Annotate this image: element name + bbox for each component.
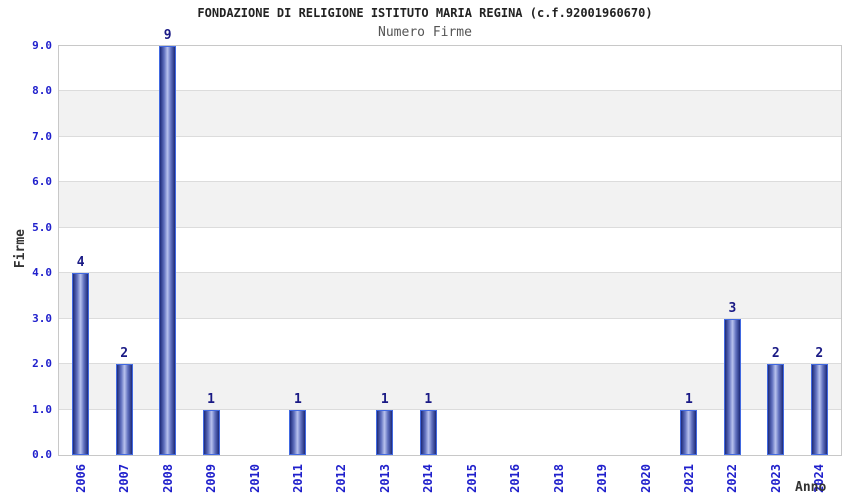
bar-value-label: 9 [163,28,172,43]
bar [159,46,177,455]
bar [680,409,698,455]
bar-value-label: 1 [685,391,693,407]
bar-value-label: 1 [424,391,433,407]
bar-value-label: 2 [815,346,824,362]
bar-value-label: 2 [771,346,780,362]
bar [376,409,394,455]
x-tick-label: 2022 [725,464,740,493]
plot-band [59,182,841,228]
y-tick-label: 8.0 [32,84,52,98]
bar [767,364,785,455]
gridline [59,226,841,228]
x-axis-title: Anno [795,480,827,495]
gridline [59,317,841,319]
x-tick-label: 2008 [160,464,175,493]
plot-band [59,364,841,410]
bar-value-label: 3 [728,300,737,316]
x-tick-label: 2020 [638,464,653,493]
x-tick-label: 2011 [290,464,305,493]
bar-value-label: 1 [294,391,302,407]
y-tick-label: 0.0 [32,448,52,461]
y-tick-label: 9.0 [32,39,52,52]
bar-value-label: 1 [380,391,389,407]
y-tick-label: 3.0 [32,311,52,325]
x-tick-label: 2006 [73,464,88,493]
bar [202,409,220,455]
bar [810,364,828,455]
bar-value-label: 2 [120,346,129,362]
y-tick-label: 7.0 [32,129,52,143]
bar [723,318,741,455]
plot-band [59,91,841,137]
x-tick-label: 2019 [595,464,610,493]
plot-band [59,273,841,319]
x-tick-label: 2016 [508,464,523,493]
x-tick-label: 2012 [334,464,349,493]
plot-area: 4 2 9 1 1 1 1 1 3 2 2 [58,29,842,456]
gridline [59,272,841,274]
y-tick-label: 2.0 [32,357,52,371]
gridline [59,135,841,137]
x-tick-label: 2018 [551,464,566,493]
gridline [59,363,841,365]
bar-value-label: 4 [76,255,85,271]
bar [419,409,437,455]
x-tick-label: 2013 [377,464,392,493]
x-tick-label: 2007 [117,464,132,493]
y-tick-label: 4.0 [32,266,52,280]
y-tick-label: 6.0 [32,175,52,189]
x-tick-label: 2010 [247,464,262,493]
gridline [59,408,841,410]
bar [72,273,90,455]
x-tick-label: 2021 [681,464,696,493]
x-tick-label: 2023 [768,464,783,493]
chart-subtitle: Numero Firme [378,25,472,40]
x-tick-label: 2009 [204,464,219,493]
bar [289,409,307,455]
x-tick-label: 2015 [464,464,479,493]
bar-value-label: 1 [207,391,215,407]
gridline [59,181,841,183]
x-tick-label: 2014 [421,464,436,493]
bar [115,364,133,455]
gridline [59,90,841,92]
y-axis-title: Firme [13,229,28,269]
y-tick-label: 1.0 [32,402,52,416]
y-tick-label: 5.0 [32,220,52,234]
chart-title: FONDAZIONE DI RELIGIONE ISTITUTO MARIA R… [197,6,653,20]
